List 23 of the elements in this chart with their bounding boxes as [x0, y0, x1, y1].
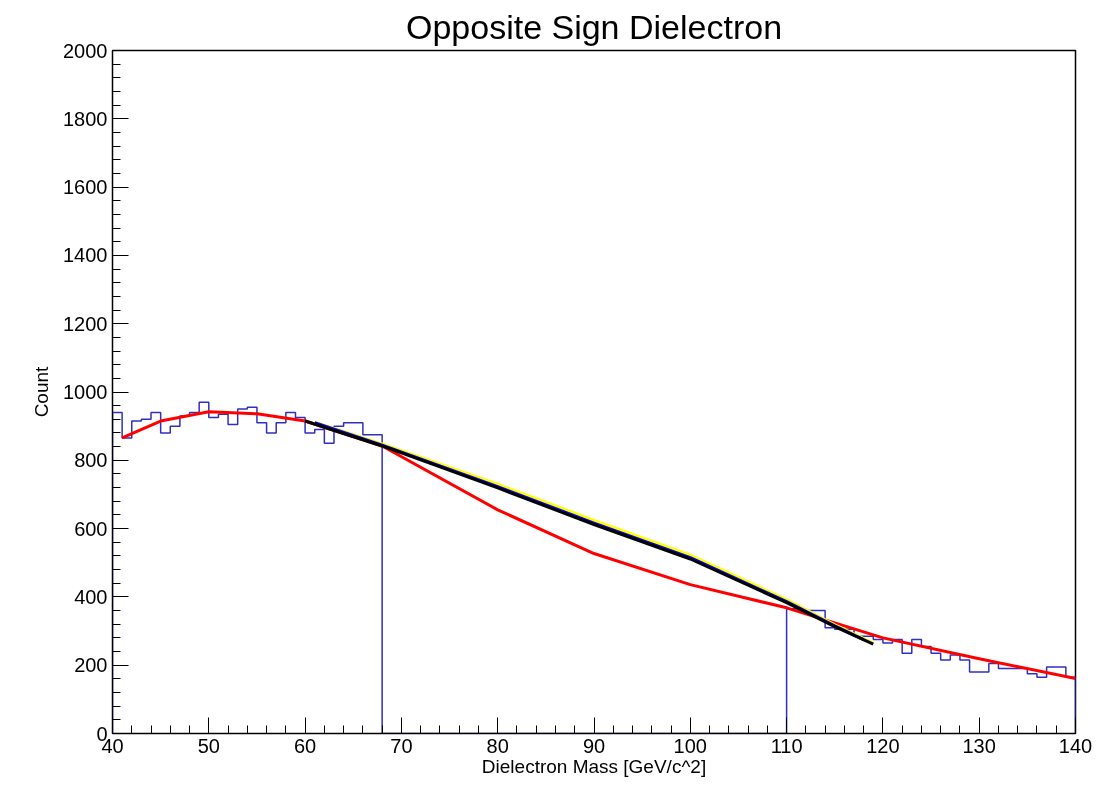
x-axis-title: Dielectron Mass [GeV/c^2] — [481, 755, 707, 777]
x-tick-label: 120 — [866, 734, 900, 757]
y-tick-label: 1800 — [63, 107, 108, 130]
x-tick-label: 100 — [673, 734, 707, 757]
x-tick-label: 50 — [197, 734, 220, 757]
x-tick-label: 80 — [486, 734, 509, 757]
x-tick-label: 110 — [770, 734, 803, 757]
y-tick-label: 600 — [74, 517, 108, 540]
x-tick-label: 130 — [962, 734, 996, 757]
y-tick-label: 1200 — [63, 312, 108, 335]
y-axis-title: Count — [31, 365, 53, 418]
x-tick-label: 140 — [1058, 734, 1093, 757]
y-tick-label: 800 — [74, 449, 108, 472]
x-tick-label: 60 — [293, 734, 317, 757]
y-tick-label: 1600 — [63, 176, 108, 199]
chart-title: Opposite Sign Dielectron — [405, 7, 783, 46]
y-tick-label: 400 — [74, 585, 108, 608]
y-tick-label: 1000 — [63, 381, 108, 403]
x-tick-label: 90 — [582, 734, 606, 757]
y-tick-label: 2000 — [63, 39, 108, 62]
x-tick-label: 70 — [390, 734, 413, 757]
y-tick-label: 200 — [74, 654, 108, 677]
y-tick-label: 1400 — [63, 244, 108, 267]
